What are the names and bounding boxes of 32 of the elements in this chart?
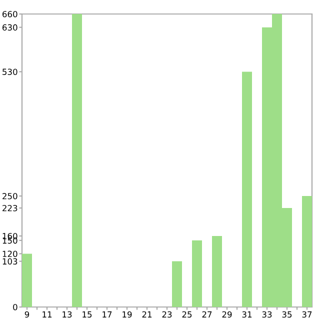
x-tick-label: 31 <box>242 311 252 318</box>
y-tick-label: 660 <box>2 10 18 18</box>
x-tick-label: 23 <box>162 311 172 318</box>
x-tick-label: 33 <box>262 311 272 318</box>
x-tick-label: 21 <box>142 311 152 318</box>
x-tick-label: 11 <box>42 311 52 318</box>
bar <box>302 196 312 307</box>
y-tick-label: 160 <box>2 232 18 240</box>
y-tick-label: 150 <box>2 237 18 244</box>
bar <box>22 254 32 307</box>
bar <box>212 236 222 307</box>
x-tick-label: 15 <box>82 311 92 318</box>
x-tick-label: 17 <box>102 311 112 318</box>
x-tick-label: 9 <box>24 311 30 318</box>
y-tick-label: 630 <box>2 24 18 31</box>
bar <box>72 14 82 307</box>
x-tick-label: 37 <box>302 311 312 318</box>
y-tick-label: 0 <box>13 304 18 310</box>
bar <box>172 261 182 307</box>
y-tick-label: 103 <box>2 258 18 265</box>
x-tick-label: 27 <box>202 311 212 318</box>
y-tick-label: 223 <box>2 204 18 212</box>
x-tick-label: 19 <box>122 311 132 318</box>
y-tick-label: 250 <box>2 192 18 200</box>
bar <box>192 240 202 307</box>
y-tick-label: 530 <box>2 68 18 75</box>
x-tick-label: 29 <box>222 311 232 318</box>
x-tick-label: 25 <box>182 311 192 318</box>
x-tick-label: 35 <box>282 311 292 318</box>
y-tick-label: 120 <box>2 250 18 258</box>
x-tick-label: 13 <box>62 311 72 318</box>
bar <box>242 72 252 307</box>
